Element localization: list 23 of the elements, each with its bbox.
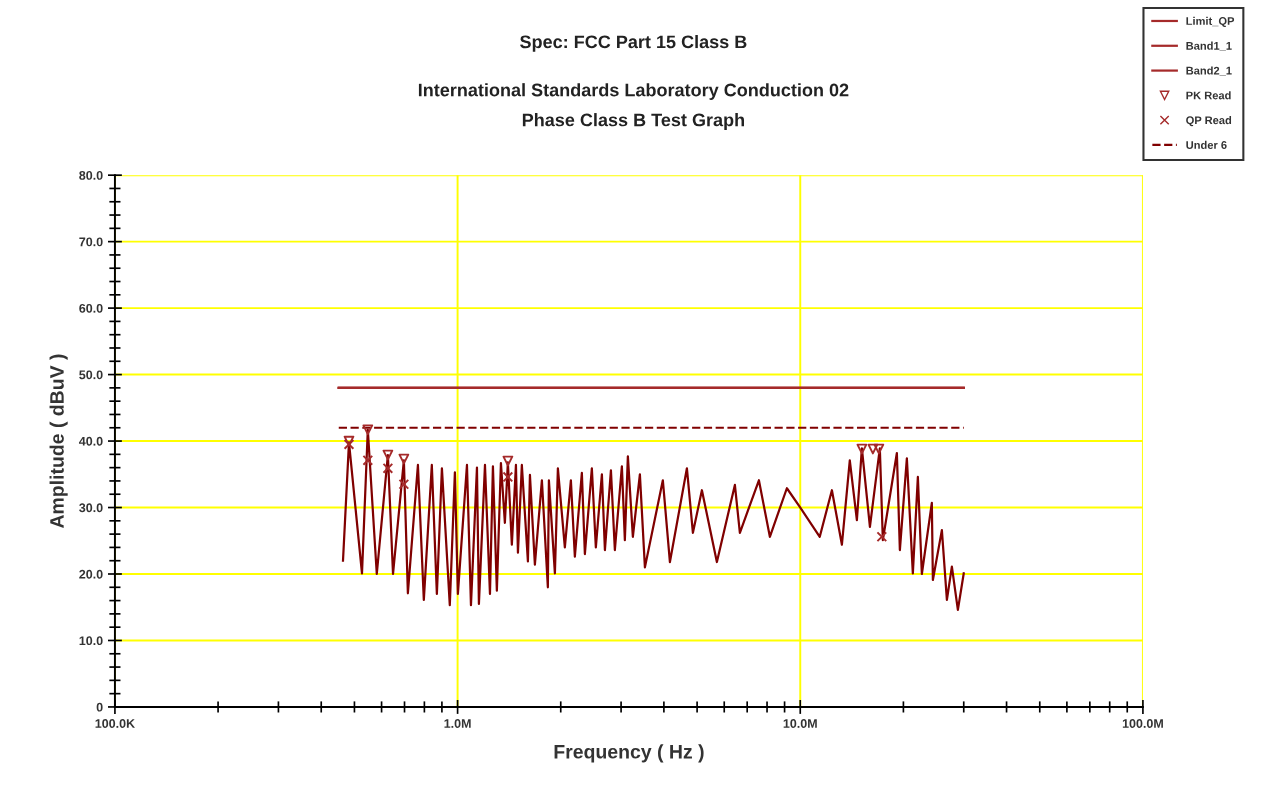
legend-label: Limit_QP [1186, 16, 1235, 28]
legend-label: PK Read [1186, 91, 1231, 100]
y-tick-label: 10.0 [79, 636, 103, 646]
legend-label: QP Read [1186, 116, 1232, 127]
y-tick-label: 20.0 [79, 569, 103, 579]
legend-label: Under 6 [1186, 140, 1227, 149]
y-tick-label: 30.0 [79, 503, 103, 513]
x-tick-label: 1.0M [444, 719, 471, 728]
y-tick-label: 80.0 [79, 170, 103, 180]
legend-label: Band1_1 [1186, 41, 1232, 52]
x-tick-label: 10.0M [783, 719, 817, 728]
y-tick-label: 0 [96, 702, 103, 712]
legend-label: Band2_1 [1186, 66, 1232, 76]
x-tick-label: 100.0M [1122, 719, 1163, 728]
y-tick-label: 60.0 [79, 303, 103, 313]
chart-subtitle: International Standards Laboratory Conduction 02 Phase Class B Test Graph [418, 83, 849, 130]
x-tick-label: 100.0K [95, 719, 135, 728]
x-axis-title: Frequency ( Hz ) [554, 744, 704, 763]
y-tick-label: 70.0 [79, 237, 103, 247]
y-tick-label: 40.0 [78, 436, 103, 446]
y-tick-label: 50.0 [79, 370, 103, 380]
chart-title: Spec: FCC Part 15 Class B [520, 34, 747, 52]
y-axis-title: Amplitude ( dBuV ) [49, 354, 68, 529]
